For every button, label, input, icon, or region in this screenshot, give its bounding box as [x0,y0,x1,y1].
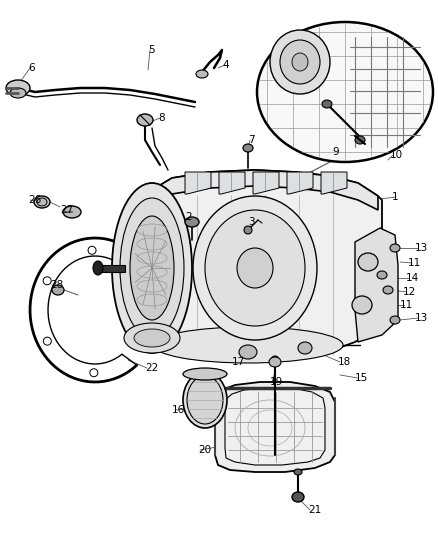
Polygon shape [152,170,382,360]
Ellipse shape [134,329,170,347]
Text: 1: 1 [392,192,399,202]
Ellipse shape [137,114,153,126]
Text: 11: 11 [400,300,413,310]
Ellipse shape [6,80,30,96]
Ellipse shape [88,246,96,254]
Text: 8: 8 [158,113,165,123]
Ellipse shape [183,368,227,380]
Ellipse shape [63,206,81,218]
Ellipse shape [130,216,174,320]
Ellipse shape [237,248,273,288]
Polygon shape [185,172,211,194]
Ellipse shape [196,70,208,78]
Ellipse shape [383,286,393,294]
Polygon shape [219,172,245,194]
Text: 27: 27 [60,205,73,215]
Text: 4: 4 [222,60,229,70]
Ellipse shape [377,271,387,279]
Polygon shape [253,172,279,194]
Ellipse shape [358,253,378,271]
Ellipse shape [183,372,227,428]
Text: 20: 20 [198,445,211,455]
Ellipse shape [153,327,343,363]
Ellipse shape [43,277,51,285]
Ellipse shape [292,492,304,502]
Text: 26: 26 [28,195,41,205]
Ellipse shape [280,40,320,84]
Ellipse shape [239,345,257,359]
Text: 28: 28 [50,280,63,290]
Text: 15: 15 [355,373,368,383]
Ellipse shape [294,469,302,475]
Polygon shape [355,228,398,342]
Text: 3: 3 [248,217,254,227]
Polygon shape [321,172,347,194]
Polygon shape [152,170,378,210]
Polygon shape [287,172,313,194]
Ellipse shape [43,337,51,345]
Ellipse shape [269,357,281,367]
Ellipse shape [270,30,330,94]
Ellipse shape [90,369,98,377]
Ellipse shape [37,198,47,206]
Polygon shape [225,388,325,465]
Ellipse shape [193,196,317,340]
Text: 22: 22 [145,363,158,373]
Text: 18: 18 [338,357,351,367]
Ellipse shape [292,53,308,71]
Text: 13: 13 [415,313,428,323]
Ellipse shape [10,88,26,98]
Ellipse shape [120,198,184,338]
Ellipse shape [124,323,180,353]
Text: 13: 13 [415,243,428,253]
Text: 11: 11 [408,258,421,268]
Ellipse shape [271,356,279,364]
Ellipse shape [93,261,103,275]
Ellipse shape [205,210,305,326]
Ellipse shape [244,226,252,234]
Text: 7: 7 [248,135,254,145]
Ellipse shape [355,136,365,144]
Ellipse shape [298,342,312,354]
Ellipse shape [187,376,223,424]
Text: 9: 9 [332,147,339,157]
Ellipse shape [352,296,372,314]
Text: 12: 12 [403,287,416,297]
Text: 10: 10 [390,150,403,160]
Ellipse shape [112,183,192,353]
Polygon shape [215,382,335,472]
Ellipse shape [390,244,400,252]
Ellipse shape [322,100,332,108]
Text: 21: 21 [308,505,321,515]
Text: 16: 16 [172,405,185,415]
Ellipse shape [257,22,433,162]
Ellipse shape [52,285,64,295]
Ellipse shape [34,196,50,208]
Text: 5: 5 [148,45,155,55]
Ellipse shape [185,217,199,227]
Text: 14: 14 [406,273,419,283]
Text: 17: 17 [232,357,245,367]
Ellipse shape [390,316,400,324]
Text: 2: 2 [185,212,192,222]
Ellipse shape [243,144,253,152]
Text: 6: 6 [28,63,35,73]
Text: 19: 19 [270,377,283,387]
Polygon shape [98,265,125,272]
